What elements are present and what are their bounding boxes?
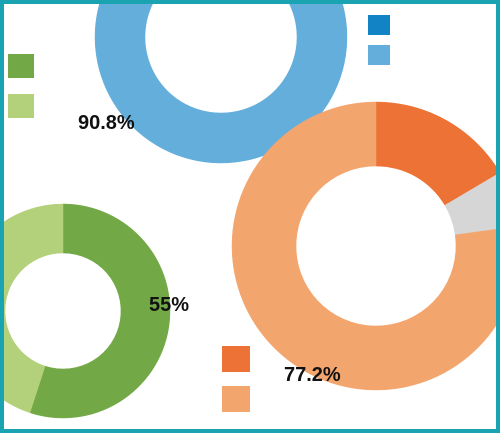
legend-swatch-orange-light [222, 386, 250, 412]
donut-2-slice-2 [231, 101, 496, 391]
legend-swatch-orange-dark [222, 346, 250, 372]
orange-donut-chart [231, 101, 496, 391]
donut-2-slice-0 [375, 101, 496, 206]
donut-0-slice-0 [94, 4, 348, 164]
green-donut-chart [4, 203, 171, 419]
legend-swatch-blue-light [368, 45, 390, 65]
legend-swatch-blue-dark [368, 15, 390, 35]
donut-1-slice-0 [29, 203, 171, 419]
donut-1-slice-1 [4, 203, 64, 414]
orange-donut-percent-label: 77.2% [284, 364, 341, 386]
green-donut-percent-label: 55% [149, 294, 189, 316]
blue-donut-chart [94, 4, 348, 164]
blue-donut-percent-label: 90.8% [78, 112, 135, 134]
legend-swatch-green-dark [8, 54, 34, 78]
donut-charts: 90.8% 55% 77.2% [4, 4, 496, 419]
legend-swatch-green-light [8, 94, 34, 118]
